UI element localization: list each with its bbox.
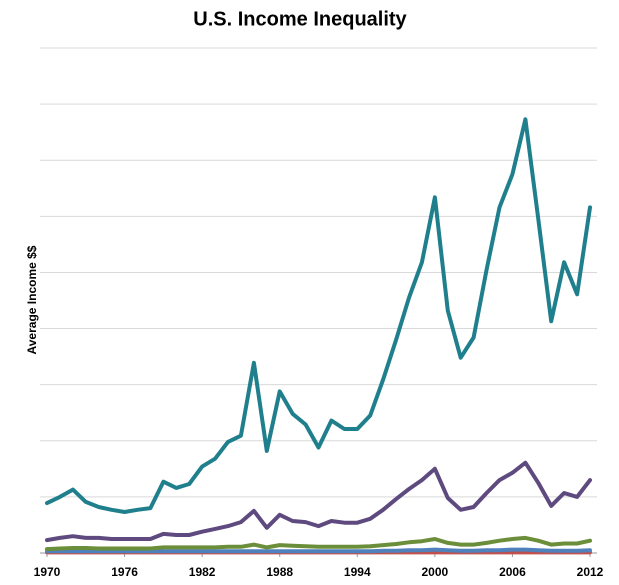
- x-tick-label: 2006: [499, 565, 526, 579]
- series-line: [45, 535, 592, 552]
- x-tick-label: 2000: [422, 565, 449, 579]
- x-tick-label: 1970: [34, 565, 61, 579]
- x-tick-label: 2012: [577, 565, 604, 579]
- series-line: [45, 547, 592, 554]
- x-tick-label: 1994: [344, 565, 371, 579]
- x-tick-label: 1976: [111, 565, 138, 579]
- y-axis-label: Average Income $$: [25, 245, 39, 354]
- series-line: [45, 117, 592, 514]
- series-line: [45, 460, 592, 543]
- x-tick-label: 1988: [266, 565, 293, 579]
- chart-title: U.S. Income Inequality: [193, 8, 407, 30]
- x-tick-label: 1982: [189, 565, 216, 579]
